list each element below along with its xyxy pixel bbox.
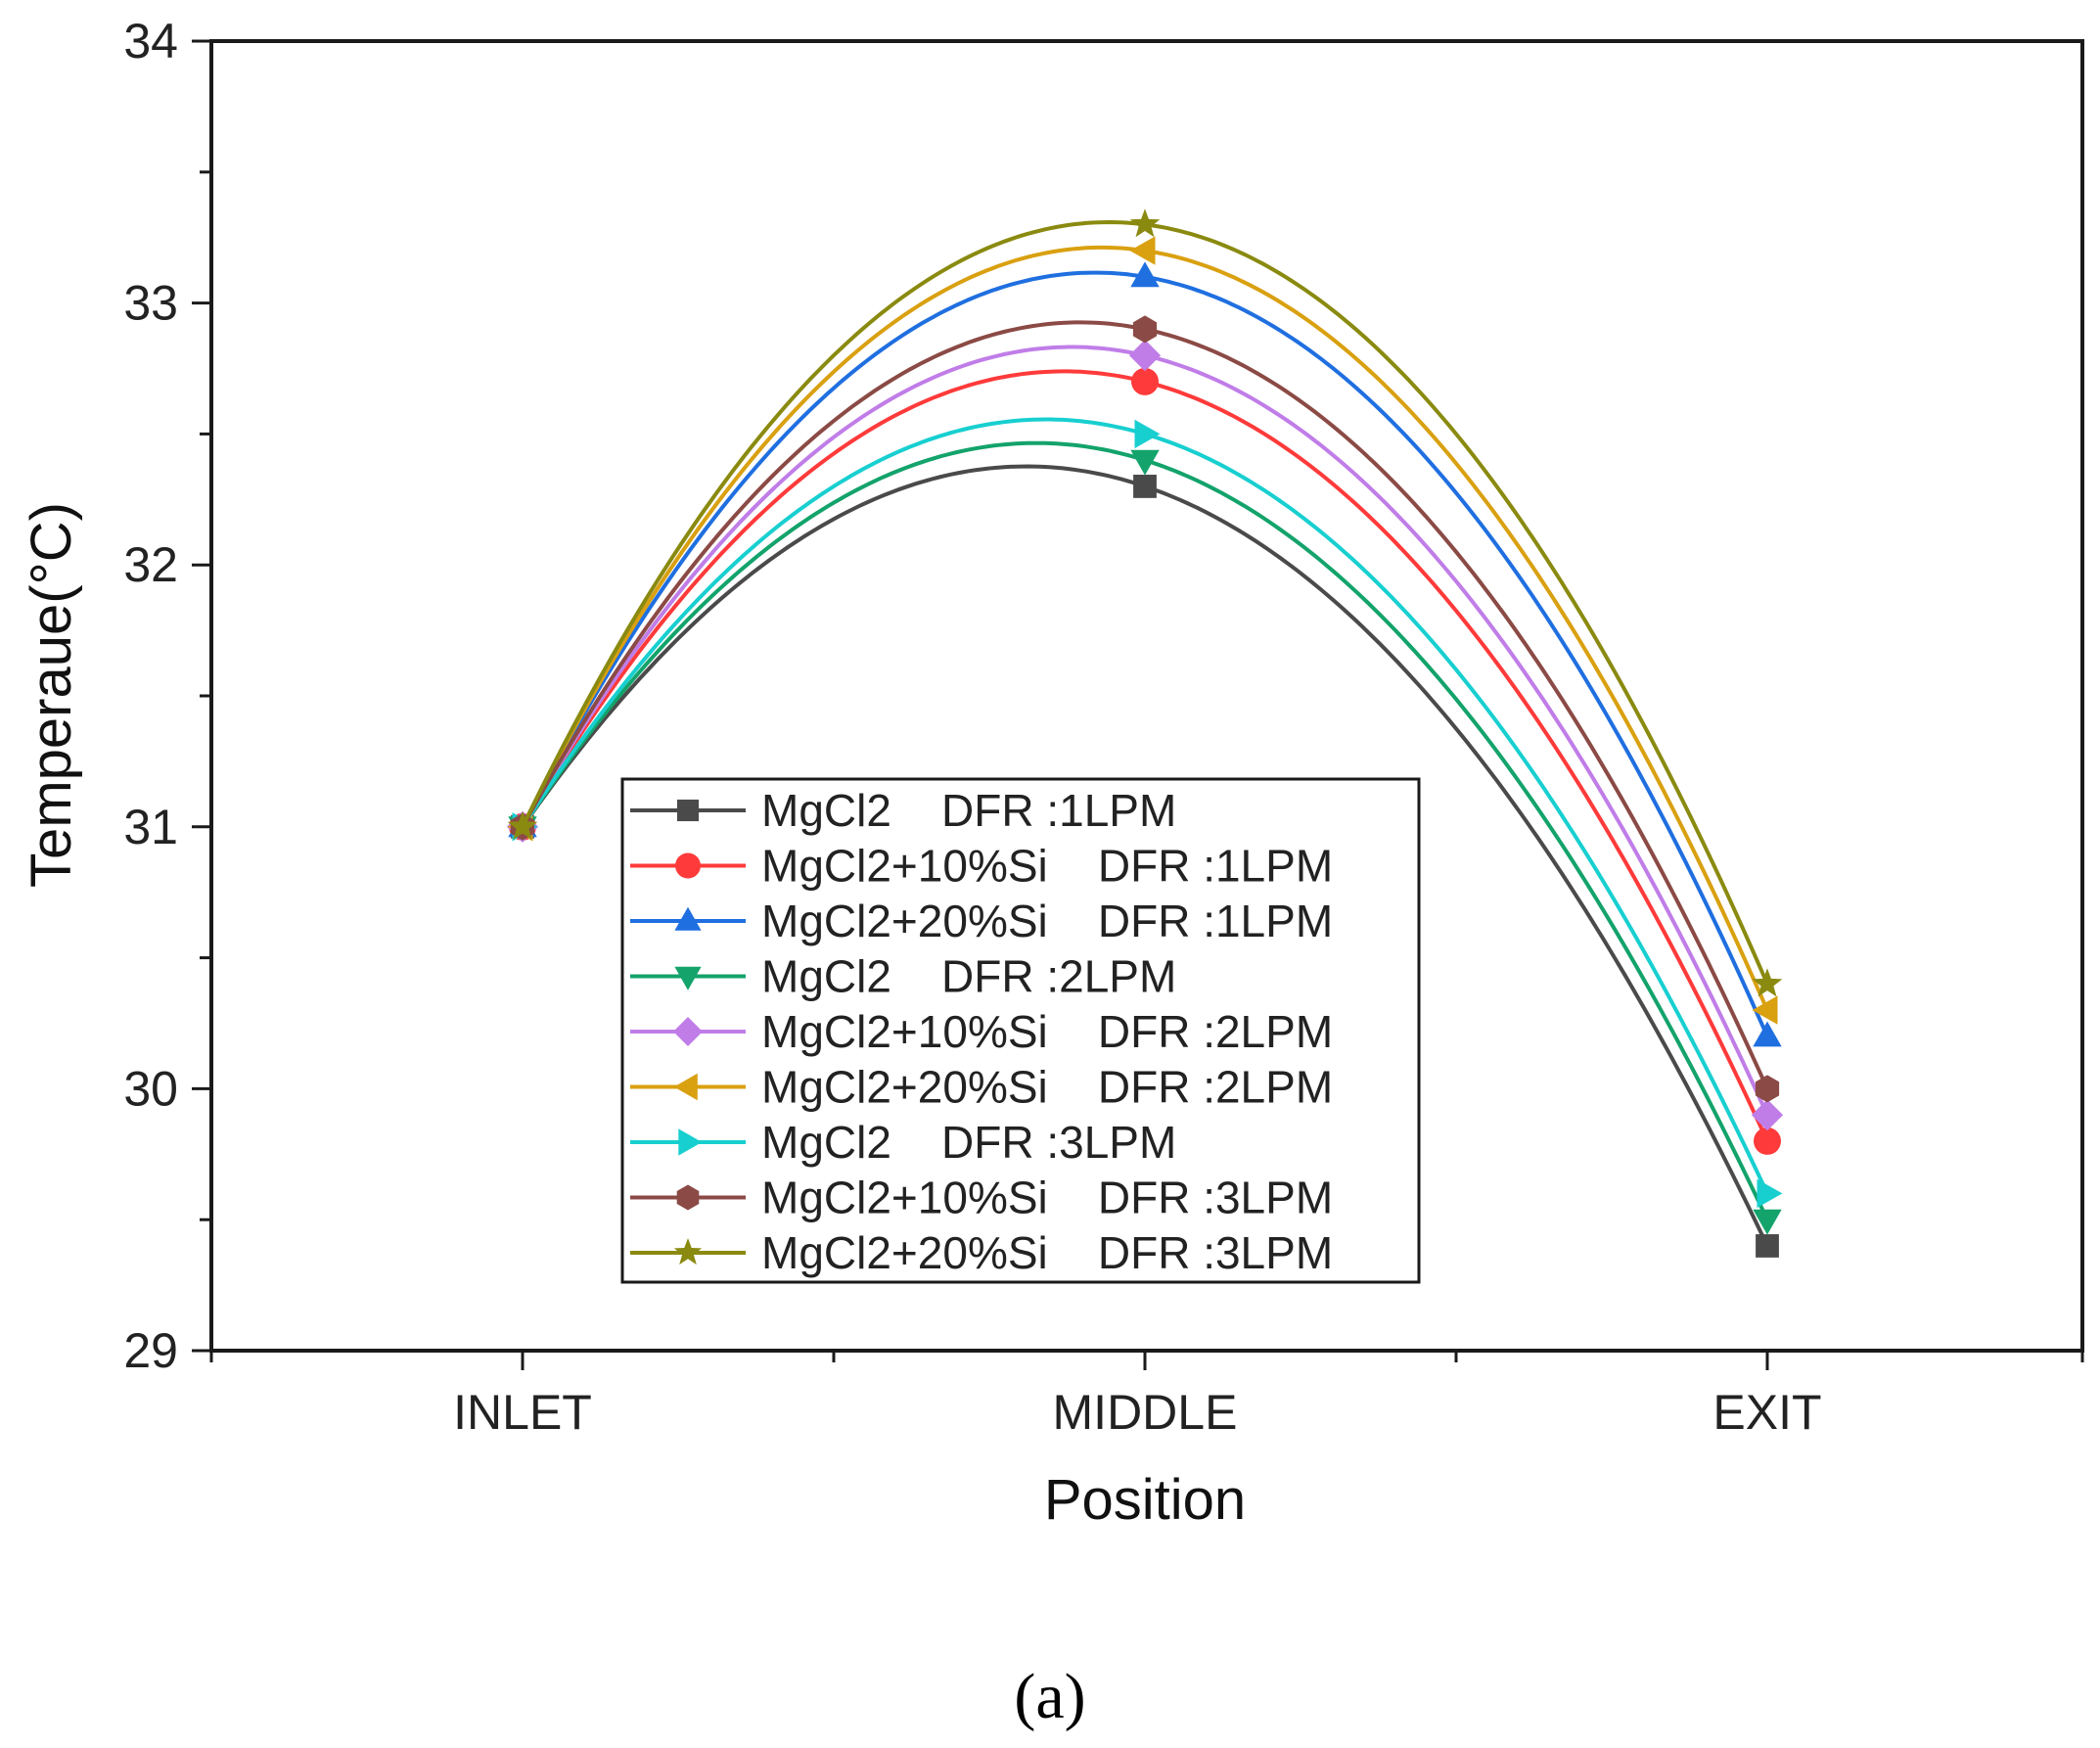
legend-item: MgCl2+20%Si DFR :2LPM	[630, 1062, 1333, 1113]
y-tick-label: 34	[123, 14, 178, 69]
series-8	[510, 315, 1780, 1103]
y-tick-label: 33	[123, 276, 178, 331]
data-point	[1753, 1021, 1782, 1047]
legend-marker	[673, 1017, 703, 1046]
x-tick-label: EXIT	[1712, 1385, 1821, 1440]
data-point	[1132, 315, 1158, 344]
data-point	[1131, 367, 1159, 395]
y-axis-ticks: 29 30 31 32 33 34	[123, 14, 211, 1378]
legend-item: MgCl2 DFR :1LPM	[630, 785, 1176, 836]
legend-label: MgCl2+10%Si DFR :3LPM	[761, 1173, 1333, 1223]
legend-marker	[678, 1128, 703, 1156]
series-layer	[506, 208, 1784, 1258]
legend-label: MgCl2+20%Si DFR :1LPM	[761, 896, 1333, 946]
data-point	[1133, 475, 1157, 498]
y-tick-label: 29	[123, 1323, 178, 1378]
data-point	[1753, 1209, 1782, 1235]
legend-item: MgCl2+10%Si DFR :3LPM	[630, 1173, 1333, 1223]
legend-label: MgCl2 DFR :1LPM	[761, 785, 1176, 836]
legend-marker	[673, 1073, 698, 1101]
legend-marker	[674, 906, 702, 931]
legend-label: MgCl2+10%Si DFR :1LPM	[761, 841, 1333, 892]
data-point	[1752, 968, 1783, 997]
y-tick-label: 30	[123, 1061, 178, 1116]
x-tick-label: MIDDLE	[1053, 1385, 1238, 1440]
legend-label: MgCl2 DFR :3LPM	[761, 1117, 1176, 1168]
legend-marker	[674, 966, 702, 990]
data-point	[1129, 208, 1161, 238]
y-tick-label: 32	[123, 537, 178, 592]
series-9	[507, 208, 1783, 997]
legend-label: MgCl2+10%Si DFR :2LPM	[761, 1006, 1333, 1057]
data-point	[1128, 340, 1162, 372]
legend-item: MgCl2+20%Si DFR :1LPM	[630, 896, 1333, 946]
data-point	[1751, 1099, 1784, 1131]
data-point	[1129, 236, 1156, 265]
figure-caption: (a)	[1014, 1661, 1085, 1732]
data-point	[1130, 261, 1160, 288]
legend-marker	[676, 799, 700, 822]
data-point	[1757, 1178, 1783, 1209]
legend-item: MgCl2 DFR :3LPM	[630, 1117, 1176, 1168]
data-point	[1756, 1234, 1779, 1258]
legend-item: MgCl2+10%Si DFR :1LPM	[630, 841, 1333, 892]
x-tick-label: INLET	[453, 1385, 592, 1440]
y-axis-title: Temperaue(°C)	[20, 502, 83, 888]
legend-label: MgCl2 DFR :2LPM	[761, 951, 1176, 1002]
legend-item: MgCl2+10%Si DFR :2LPM	[630, 1006, 1333, 1057]
x-axis-title: Position	[1044, 1468, 1246, 1532]
legend-label: MgCl2+20%Si DFR :2LPM	[761, 1062, 1333, 1113]
data-point	[1752, 995, 1778, 1025]
legend-marker	[673, 1238, 703, 1265]
data-point	[1134, 419, 1161, 449]
legend-box	[620, 777, 1421, 1284]
data-point	[1755, 1075, 1780, 1103]
legend-marker	[675, 852, 701, 879]
legend-label: MgCl2+20%Si DFR :3LPM	[761, 1227, 1333, 1278]
legend-marker	[676, 1184, 700, 1211]
data-point	[1130, 449, 1160, 476]
legend-item: MgCl2+20%Si DFR :3LPM	[630, 1227, 1333, 1278]
data-point	[507, 810, 538, 840]
y-tick-label: 31	[123, 800, 178, 854]
legend-item: MgCl2 DFR :2LPM	[630, 951, 1176, 1002]
data-point	[1754, 1127, 1781, 1155]
x-axis-ticks: INLET MIDDLE EXIT	[209, 1351, 2084, 1440]
